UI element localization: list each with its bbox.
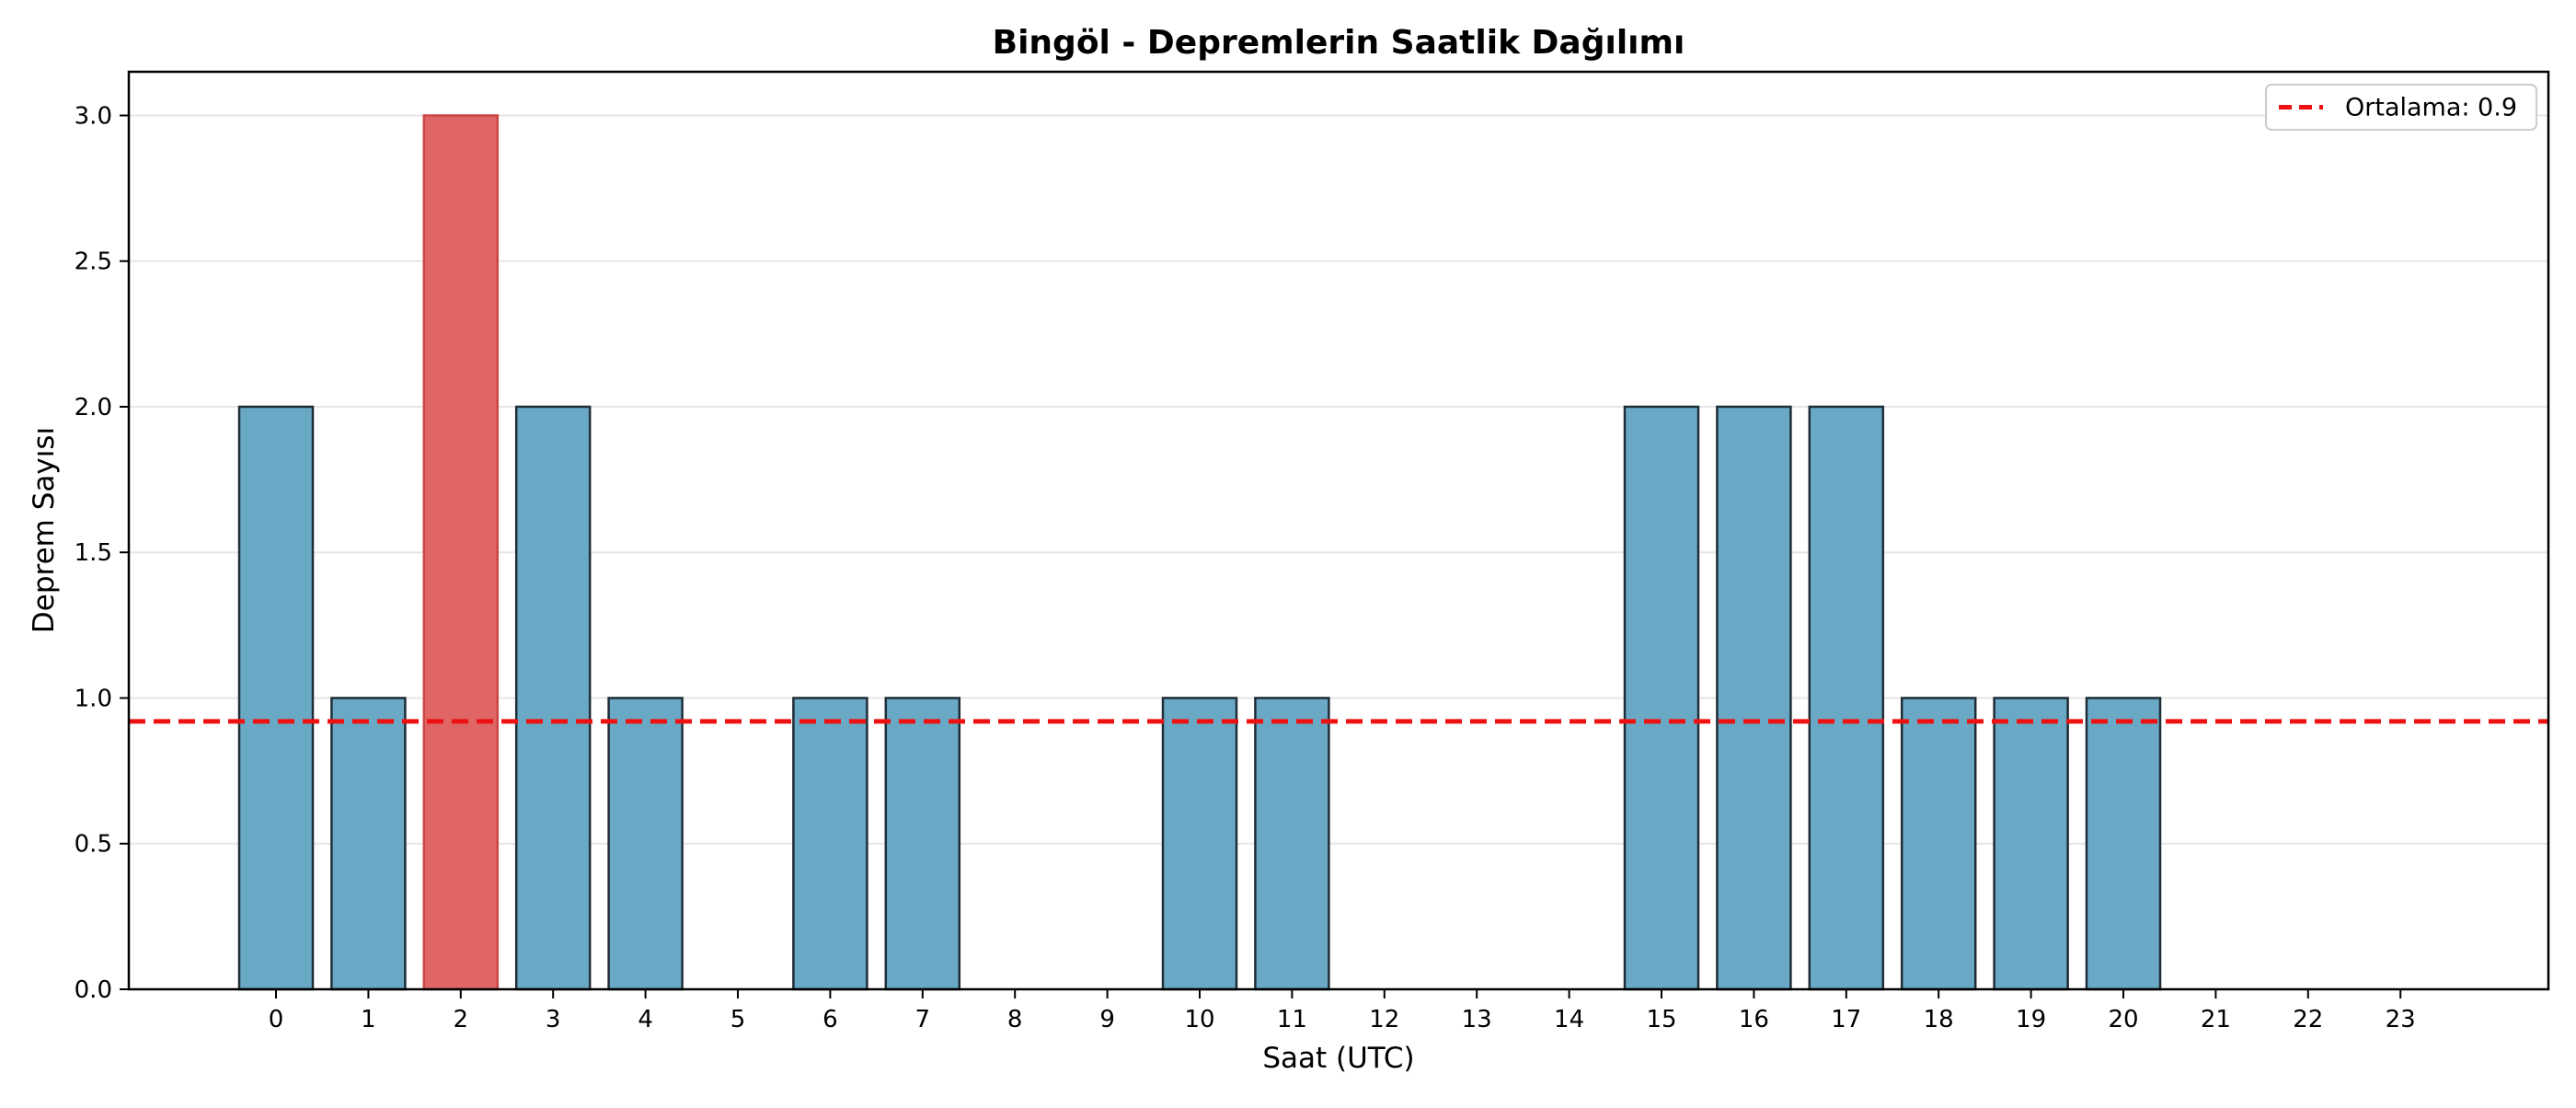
- y-tick-label: 3.0: [75, 102, 112, 130]
- x-tick-label: 0: [269, 1006, 284, 1033]
- x-tick-label: 20: [2108, 1006, 2138, 1033]
- y-tick-label: 1.5: [75, 539, 112, 567]
- y-axis-label: Deprem Sayısı: [28, 427, 61, 633]
- x-tick-label: 8: [1007, 1006, 1023, 1033]
- legend-mean-label: Ortalama: 0.9: [2345, 94, 2517, 122]
- ticks: 0.00.51.01.52.02.53.00 1 2 3 4 5 6 7 8 9 10 11 12 13 1…: [75, 102, 2416, 1033]
- x-tick-label: 21: [2201, 1006, 2231, 1033]
- plot-frame: [127, 70, 2550, 991]
- bar-17: [1808, 405, 1885, 991]
- x-tick-label: 15: [1646, 1006, 1676, 1033]
- bar-0: [237, 405, 315, 991]
- x-tick-label: 1: [361, 1006, 376, 1033]
- x-tick-label: 18: [1924, 1006, 1954, 1033]
- bar-4: [607, 697, 684, 991]
- x-tick-label: 4: [638, 1006, 653, 1033]
- x-tick-label: 16: [1739, 1006, 1769, 1033]
- bar-18: [1900, 697, 1977, 991]
- x-tick-label: 22: [2293, 1006, 2323, 1033]
- chart-title: Bingöl - Depremlerin Saatlik Dağılımı: [993, 24, 1685, 62]
- x-tick-label: 12: [1369, 1006, 1399, 1033]
- bar-1: [330, 697, 407, 991]
- x-tick-label: 11: [1277, 1006, 1307, 1033]
- x-axis-label: Saat (UTC): [1262, 1042, 1414, 1075]
- y-tick-label: 1.0: [75, 685, 112, 712]
- bar-16: [1716, 405, 1792, 991]
- y-tick-label: 2.5: [75, 248, 112, 276]
- bar-20: [2085, 697, 2162, 991]
- y-tick-label: 0.5: [75, 831, 112, 859]
- x-tick-label: 13: [1462, 1006, 1492, 1033]
- bar-10: [1161, 697, 1238, 991]
- legend-box: [2265, 84, 2537, 131]
- x-tick-label: 5: [730, 1006, 746, 1033]
- bar-7: [884, 697, 961, 991]
- bar-3: [514, 405, 592, 991]
- bar-6: [792, 697, 868, 991]
- axes: [127, 70, 2550, 991]
- x-tick-label: 3: [546, 1006, 561, 1033]
- x-tick-label: 6: [822, 1006, 838, 1033]
- x-tick-label: 14: [1554, 1006, 1584, 1033]
- bar-19: [1993, 697, 2069, 991]
- bars: [237, 114, 2162, 991]
- y-tick-label: 0.0: [75, 976, 112, 1004]
- bar-11: [1254, 697, 1330, 991]
- x-tick-label: 19: [2016, 1006, 2046, 1033]
- x-tick-label: 7: [915, 1006, 931, 1033]
- x-tick-label: 17: [1831, 1006, 1861, 1033]
- x-tick-label: 10: [1184, 1006, 1214, 1033]
- x-tick-label: 9: [1099, 1006, 1115, 1033]
- y-tick-label: 2.0: [75, 394, 112, 421]
- bar-15: [1623, 405, 1700, 991]
- x-tick-label: 2: [454, 1006, 469, 1033]
- x-tick-label: 23: [2386, 1006, 2416, 1033]
- legend: Ortalama: 0.9: [2265, 84, 2537, 131]
- bar-2: [422, 114, 500, 991]
